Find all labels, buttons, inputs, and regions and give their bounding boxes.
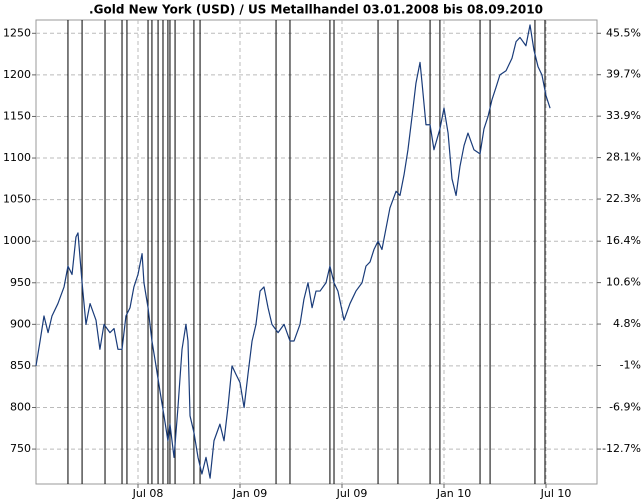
y-tick-label: 800: [10, 400, 31, 413]
y-tick-label: 950: [10, 276, 31, 289]
x-tick-label: Jan 10: [436, 487, 471, 500]
y-tick-label: 750: [10, 442, 31, 455]
y2-tick-label: 45.5%: [606, 26, 641, 39]
plot-frame: [35, 19, 598, 485]
y-tick-label: 900: [10, 317, 31, 330]
y2-tick-label: 28.1%: [606, 151, 641, 164]
x-tick-label: Jul 08: [132, 487, 164, 500]
y2-tick-label: 33.9%: [606, 109, 641, 122]
y2-tick-label: 16.4%: [606, 234, 641, 247]
y2-tick-label: 39.7%: [606, 68, 641, 81]
price-line: [35, 24, 551, 479]
y-tick-label: 850: [10, 359, 31, 372]
y2-tick-label: -12.7%: [602, 442, 641, 455]
y2-tick-label: 10.6%: [606, 276, 641, 289]
y-tick-label: 1000: [3, 234, 31, 247]
y2-tick-label: -1%: [620, 358, 641, 371]
y-tick-label: 1200: [3, 68, 31, 81]
y2-tick-label: 22.3%: [606, 192, 641, 205]
x-tick-label: Jan 09: [232, 487, 267, 500]
x-tick-label: Jul 10: [540, 487, 572, 500]
y2-tick-label: -6.9%: [609, 401, 641, 414]
y-tick-label: 1150: [3, 109, 31, 122]
y-tick-label: 1050: [3, 193, 31, 206]
chart-title: .Gold New York (USD) / US Metallhandel 0…: [89, 3, 543, 17]
y-tick-label: 1250: [3, 26, 31, 39]
y2-tick-label: 4.8%: [613, 317, 641, 330]
y-tick-label: 1100: [3, 151, 31, 164]
x-tick-label: Jul 09: [336, 487, 368, 500]
